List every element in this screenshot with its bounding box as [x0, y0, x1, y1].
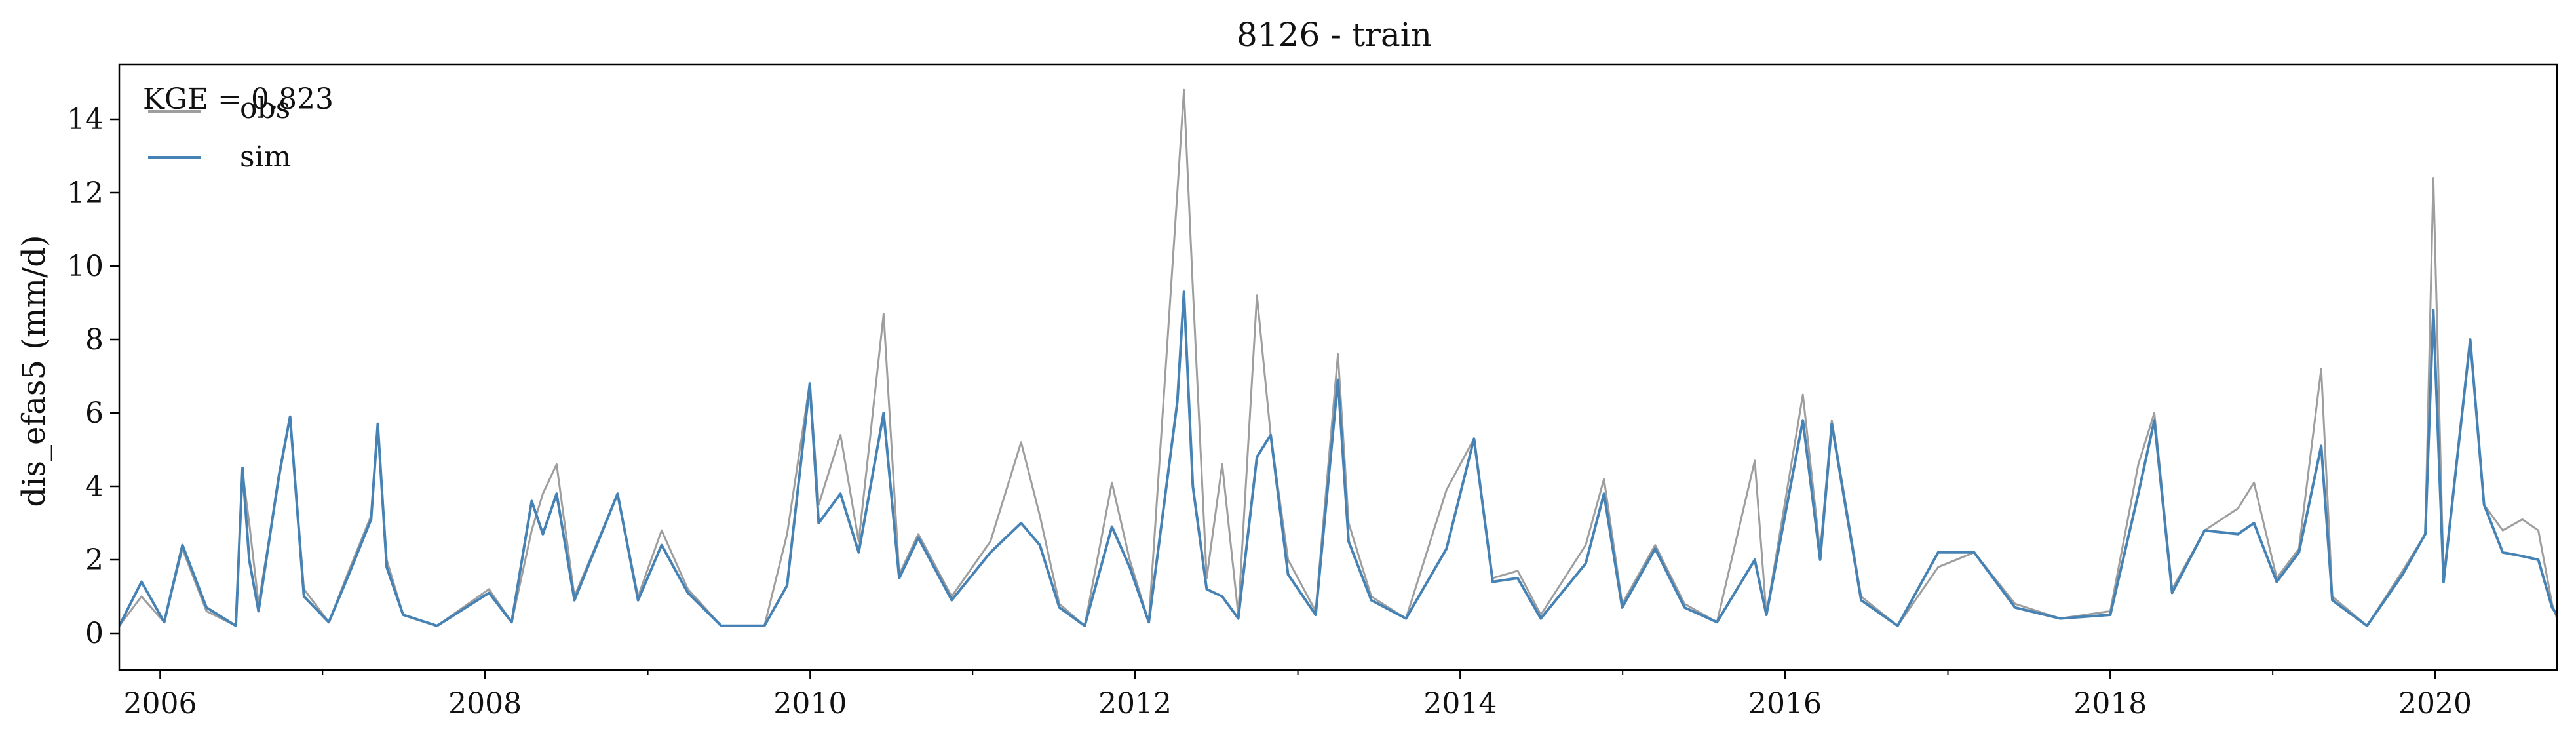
y-tick-label: 0	[85, 617, 104, 650]
x-tick-label: 2012	[1098, 687, 1172, 720]
x-tick-label: 2016	[1748, 687, 1822, 720]
chart-title: 8126 - train	[1237, 16, 1432, 54]
y-axis-label: dis_efas5 (mm/d)	[16, 235, 52, 507]
x-tick-label: 2014	[1423, 687, 1497, 720]
y-tick-label: 6	[85, 397, 104, 430]
x-tick-label: 2020	[2398, 687, 2472, 720]
y-tick-label: 8	[85, 323, 104, 357]
x-tick-label: 2018	[2073, 687, 2147, 720]
y-tick-label: 12	[67, 176, 104, 210]
x-tick-label: 2006	[123, 687, 197, 720]
legend-label-sim: sim	[240, 140, 291, 174]
y-tick-label: 14	[67, 103, 104, 136]
x-tick-label: 2010	[773, 687, 847, 720]
legend-label-obs: obs	[240, 92, 290, 125]
y-tick-label: 2	[85, 543, 104, 577]
x-tick-label: 2008	[448, 687, 522, 720]
y-tick-label: 4	[85, 470, 104, 503]
y-tick-label: 10	[67, 250, 104, 283]
